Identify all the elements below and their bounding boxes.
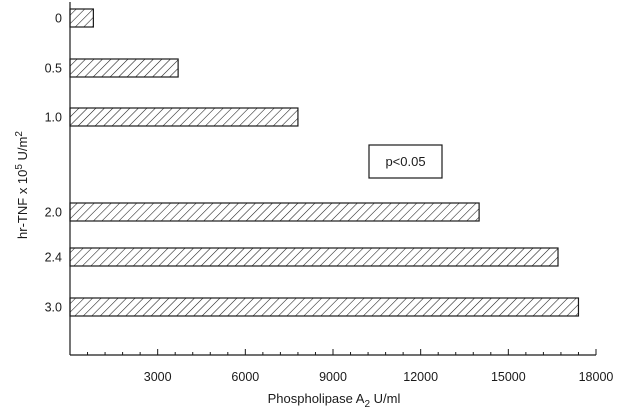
y-tick-label: 0.5 [45, 62, 62, 76]
x-ticks: 3000 6000 9000 12000 15000 18000 [69, 349, 614, 384]
y-tick-label: 3.0 [45, 301, 62, 315]
bar-2.0 [69, 202, 480, 222]
y-tick-label: 0 [55, 12, 62, 26]
y-axis-title: hr-TNF x 105 U/m2 [14, 131, 30, 239]
annotation-text: p<0.05 [385, 154, 425, 169]
bar-0 [69, 8, 94, 28]
bar-group [69, 8, 580, 317]
x-tick-label: 18000 [579, 370, 614, 384]
y-tick-label: 2.4 [45, 251, 62, 265]
bar-1.0 [69, 107, 299, 127]
x-tick-label: 6000 [231, 370, 259, 384]
annotation-box [368, 144, 443, 179]
x-axis-title: Phospholipase A2 U/ml [268, 391, 401, 410]
bar-2.4 [69, 247, 559, 267]
x-tick-label: 9000 [319, 370, 347, 384]
x-tick-label: 12000 [403, 370, 438, 384]
x-tick-label: 15000 [491, 370, 526, 384]
bar-0.5 [69, 58, 179, 78]
y-tick-label: 1.0 [45, 111, 62, 125]
y-tick-label: 2.0 [45, 206, 62, 220]
x-tick-label: 3000 [144, 370, 172, 384]
bar-3.0 [69, 297, 580, 317]
y-tick-labels: 0 0.5 1.0 2.0 2.4 3.0 [45, 12, 62, 315]
significance-annotation: p<0.05 [368, 144, 443, 179]
